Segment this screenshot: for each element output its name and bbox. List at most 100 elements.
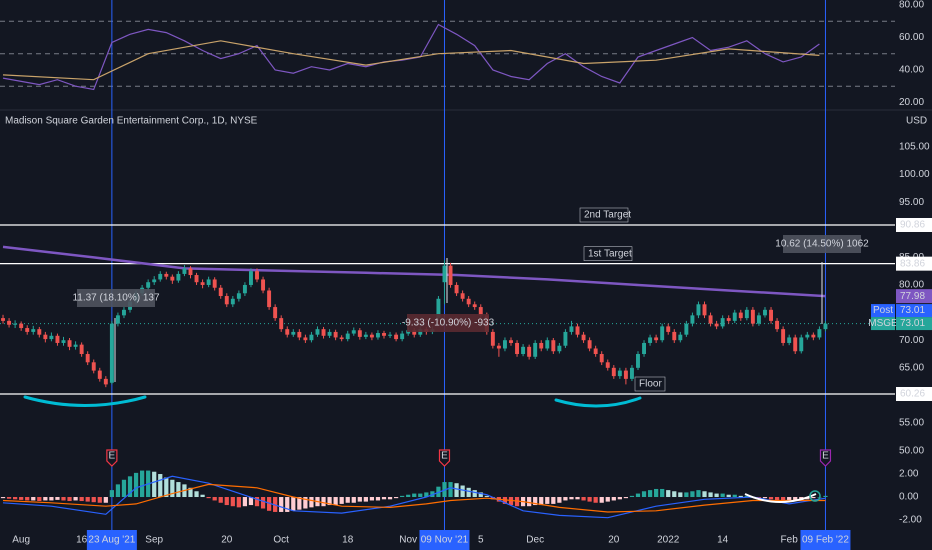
candle-body xyxy=(375,333,380,338)
candle-body xyxy=(654,337,659,341)
main-layer xyxy=(0,23,828,519)
macd-histogram-bar xyxy=(133,472,139,498)
candle-body xyxy=(357,330,362,337)
macd-histogram-bar xyxy=(672,491,677,498)
macd-line xyxy=(2,483,826,513)
candle-body xyxy=(248,271,253,285)
event-label: E xyxy=(109,451,116,462)
candle-body xyxy=(37,329,42,335)
candle-body xyxy=(400,333,405,340)
macd-histogram-bar xyxy=(660,488,665,498)
candle-body xyxy=(182,268,187,274)
y-tick-label: -2.00 xyxy=(899,515,922,526)
candle-body xyxy=(327,331,332,336)
candle-body xyxy=(763,309,767,316)
macd-histogram-bar xyxy=(545,497,550,504)
macd-histogram-bar xyxy=(569,497,574,500)
date-badge xyxy=(800,530,851,550)
candle-body xyxy=(714,323,719,327)
x-tick-label: Oct xyxy=(273,535,289,546)
candle-body xyxy=(557,345,562,352)
measure-box xyxy=(407,314,489,332)
macd-histogram-bar xyxy=(460,485,465,498)
macd-line xyxy=(2,475,826,519)
level-label-box xyxy=(634,376,666,392)
measure-box xyxy=(783,235,861,253)
macd-histogram-bar xyxy=(67,497,72,502)
macd-histogram-bar xyxy=(218,497,223,503)
y-tick-label: 95.00 xyxy=(899,197,924,208)
macd-histogram-bar xyxy=(291,497,296,511)
macd-histogram-bar xyxy=(793,497,798,501)
macd-histogram-bar xyxy=(37,497,42,502)
candle-body xyxy=(527,346,532,357)
candle-body xyxy=(823,323,828,330)
macd-histogram-bar xyxy=(533,497,538,506)
badge-value: 73.01 xyxy=(900,305,925,316)
event-box xyxy=(819,449,832,467)
macd-histogram-bar xyxy=(13,497,18,500)
macd-histogram-bar xyxy=(0,497,6,499)
candle-body xyxy=(91,362,96,371)
ma-badge-label: 77.98 xyxy=(900,291,925,302)
macd-histogram-bar xyxy=(91,497,96,503)
candle-body xyxy=(115,315,120,324)
badge-value-box xyxy=(896,304,932,318)
macd-histogram-bar xyxy=(25,497,30,501)
candle-body xyxy=(545,340,550,349)
candle-body xyxy=(750,309,755,324)
level-label-box xyxy=(579,207,629,223)
macd-histogram-bar xyxy=(49,497,54,501)
candle-body xyxy=(97,370,102,379)
macd-histogram-bar xyxy=(635,493,641,498)
macd-histogram-bar xyxy=(127,476,133,498)
candle-body xyxy=(623,370,628,379)
level-badge-label: 90.86 xyxy=(900,220,925,231)
candle-body xyxy=(787,337,792,343)
macd-histogram-bar xyxy=(787,497,792,502)
macd-histogram-bar xyxy=(242,497,248,507)
macd-histogram-bar xyxy=(279,497,284,512)
rsi-line xyxy=(2,23,820,91)
level-badge-label: 83.86 xyxy=(900,258,925,269)
candle-body xyxy=(502,340,507,349)
candle-body xyxy=(533,342,538,357)
y-tick-label: 20.00 xyxy=(899,97,924,108)
candle-body xyxy=(539,342,544,349)
candle-body xyxy=(726,318,731,321)
macd-histogram-bar xyxy=(387,497,393,500)
x-tick-label: 5 xyxy=(478,535,484,546)
macd-histogram-bar xyxy=(654,488,659,498)
measure-label: 10.62 (14.50%) 1062 xyxy=(775,239,869,250)
candle-body xyxy=(460,293,465,299)
macd-histogram-bar xyxy=(593,497,598,503)
macd-histogram-bar xyxy=(702,491,707,498)
macd-histogram-bar xyxy=(224,497,229,506)
candle-body xyxy=(303,337,308,341)
candle-body xyxy=(321,329,326,336)
candle-body xyxy=(775,320,780,330)
event-label: E xyxy=(441,451,448,462)
chart-title: Madison Square Garden Entertainment Corp… xyxy=(5,116,258,127)
badge-value-box xyxy=(896,317,932,331)
candle-body xyxy=(599,354,604,363)
macd-histogram-bar xyxy=(478,492,483,498)
level-badge xyxy=(896,386,932,401)
candle-body xyxy=(696,304,701,316)
candle-body xyxy=(611,367,616,377)
macd-histogram-bar xyxy=(230,497,235,507)
macd-circle xyxy=(809,490,821,502)
macd-histogram-bar xyxy=(363,497,368,502)
macd-histogram-bar xyxy=(381,497,387,500)
candle-body xyxy=(769,309,773,321)
macd-histogram-bar xyxy=(260,497,266,509)
macd-histogram-bar xyxy=(121,479,127,498)
candle-body xyxy=(194,275,199,283)
macd-histogram-bar xyxy=(762,497,768,499)
candle-body xyxy=(515,342,520,355)
macd-histogram-bar xyxy=(97,497,102,503)
macd-histogram-bar xyxy=(714,493,719,498)
macd-histogram-bar xyxy=(641,491,647,498)
level-label: Floor xyxy=(639,379,662,390)
macd-histogram-bar xyxy=(811,497,816,499)
